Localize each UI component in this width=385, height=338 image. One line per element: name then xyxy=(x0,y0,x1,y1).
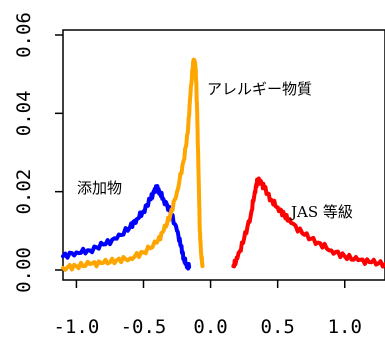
series-annotation-0: 添加物 xyxy=(77,179,122,197)
x-tick-label: -1.0 xyxy=(54,316,100,338)
series-line-2 xyxy=(231,176,385,269)
y-tick-label: 0.06 xyxy=(13,12,35,58)
series-annotation-1: アレルギー物質 xyxy=(207,80,312,98)
series-layer xyxy=(61,57,385,272)
series-line-1 xyxy=(61,57,205,272)
x-tick-label: 0.5 xyxy=(261,316,295,338)
y-tick-label: 0.00 xyxy=(13,247,35,293)
y-axis: 0.00 0.02 0.04 0.06 xyxy=(13,12,63,293)
y-tick-label: 0.04 xyxy=(13,90,35,136)
series-line-0 xyxy=(61,184,192,271)
y-tick-label: 0.02 xyxy=(13,169,35,215)
plot-frame xyxy=(62,29,385,281)
annotation-layer: 添加物 アレルギー物質 JAS 等級 xyxy=(77,80,353,221)
x-axis: -1.0 -0.5 0.0 0.5 1.0 xyxy=(54,280,362,338)
x-tick-label: -0.5 xyxy=(121,316,167,338)
x-tick-label: 0.0 xyxy=(193,316,227,338)
series-annotation-2: JAS 等級 xyxy=(289,203,353,221)
x-tick-label: 1.0 xyxy=(328,316,362,338)
